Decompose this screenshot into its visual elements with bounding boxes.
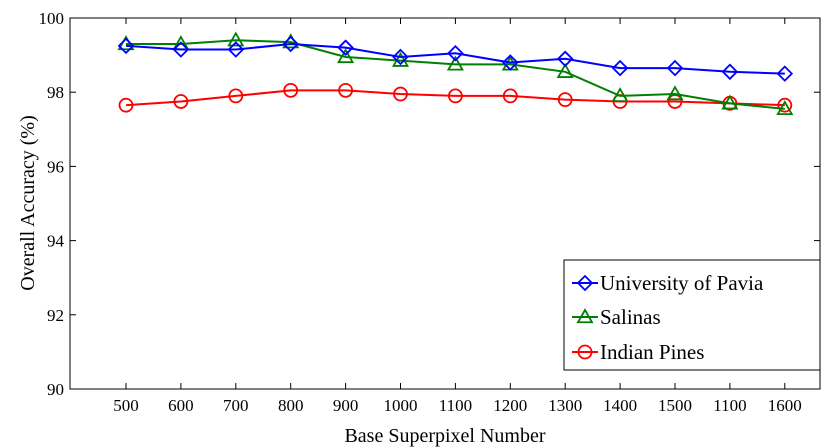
legend-label: Indian Pines — [600, 340, 704, 364]
data-point — [118, 97, 134, 113]
data-point — [447, 88, 463, 104]
data-point — [556, 50, 574, 68]
legend: University of Pavia Salinas Indian Pines — [563, 259, 821, 371]
y-tick-label: 90 — [47, 380, 64, 399]
x-axis: 500 600 700 800 900 1000 1100 1200 1300 1400 1500 1… — [113, 18, 802, 415]
data-point — [721, 63, 739, 81]
y-tick-label: 94 — [47, 232, 65, 251]
data-point — [283, 82, 299, 98]
x-tick-label: 1300 — [548, 396, 582, 415]
legend-entries: University of Pavia Salinas Indian Pines — [572, 271, 764, 364]
x-tick-label: 1200 — [493, 396, 527, 415]
x-tick-label: 800 — [278, 396, 304, 415]
data-point — [777, 97, 793, 113]
data-point — [228, 88, 244, 104]
y-tick-label: 92 — [47, 306, 64, 325]
x-tick-label: 1400 — [603, 396, 637, 415]
y-axis: 90 92 94 96 98 100 — [39, 9, 820, 399]
data-point — [117, 37, 135, 55]
legend-box — [563, 259, 821, 371]
data-point — [666, 59, 684, 77]
data-point — [172, 41, 190, 58]
x-tick-label: 1100 — [439, 396, 472, 415]
data-point — [173, 94, 189, 109]
legend-entry: Indian Pines — [572, 340, 704, 364]
data-point — [393, 86, 408, 102]
x-tick-label: 700 — [223, 396, 249, 415]
legend-entry: Salinas — [572, 305, 661, 329]
x-tick-label: 1600 — [768, 396, 802, 415]
legend-marker — [576, 274, 594, 292]
x-tick-label: 900 — [333, 396, 359, 415]
series-line — [125, 89, 785, 107]
x-tick-label: 500 — [113, 396, 139, 415]
x-tick-label: 1500 — [658, 396, 692, 415]
data-point — [392, 48, 409, 66]
data-point — [446, 55, 464, 71]
data-point — [338, 82, 354, 98]
legend-label: University of Pavia — [600, 271, 764, 295]
data-point — [557, 92, 573, 108]
x-tick-label: 600 — [168, 396, 194, 415]
data-point — [611, 87, 629, 103]
y-tick-label: 96 — [47, 157, 64, 176]
data-point — [776, 65, 794, 82]
data-point — [502, 88, 518, 104]
y-axis-label: Overall Accuracy (%) — [17, 115, 39, 290]
legend-label: Salinas — [600, 305, 661, 329]
data-point — [666, 85, 684, 101]
data-point — [227, 41, 245, 58]
data-point — [227, 31, 245, 47]
series-line — [126, 39, 785, 110]
legend-marker — [576, 308, 594, 324]
data-point — [337, 39, 354, 56]
data-point — [721, 94, 739, 110]
data-point — [282, 35, 299, 53]
series-university-of-pavia — [117, 35, 794, 82]
y-tick-label: 98 — [47, 83, 64, 102]
data-point — [611, 59, 629, 77]
data-point — [337, 48, 355, 64]
series-layer — [117, 31, 794, 116]
data-point — [556, 62, 574, 78]
legend-entry: University of Pavia — [572, 271, 764, 295]
legend-marker — [577, 344, 593, 360]
x-tick-label: 1100 — [713, 396, 746, 415]
data-point — [776, 100, 794, 116]
y-tick-label: 100 — [39, 9, 65, 28]
series-line — [125, 42, 785, 75]
data-point — [502, 54, 519, 71]
x-tick-label: 1000 — [384, 396, 418, 415]
x-axis-label: Base Superpixel Number — [344, 425, 545, 447]
data-point — [447, 44, 464, 62]
